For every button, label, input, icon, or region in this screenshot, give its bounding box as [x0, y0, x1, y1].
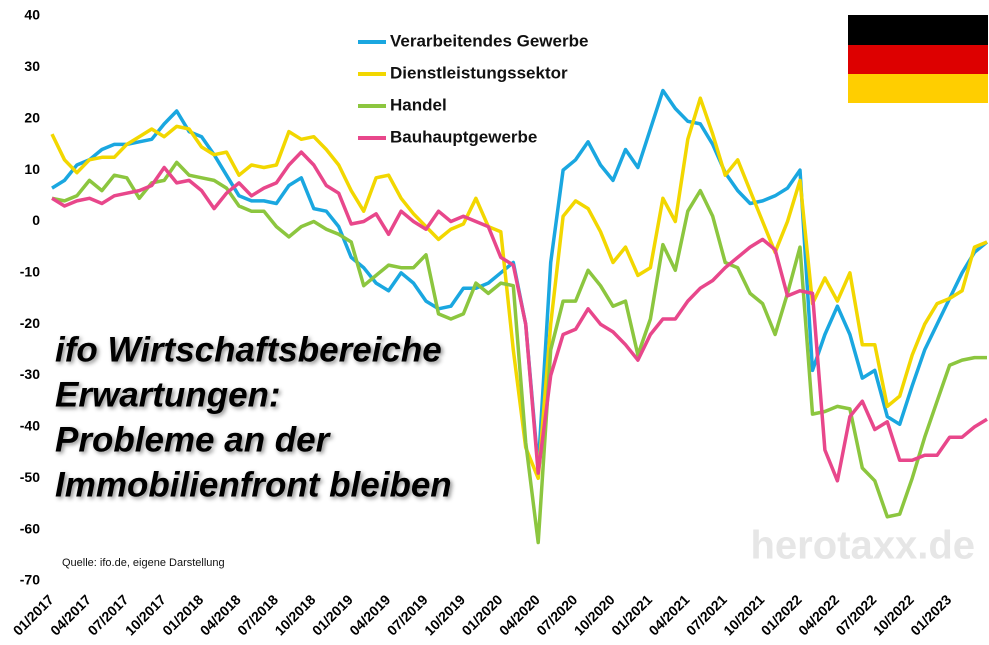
series-line	[51, 160, 987, 545]
legend-label: Dienstleistungssektor	[390, 63, 568, 82]
y-tick-label: 40	[24, 7, 40, 23]
chart-title: Immobilienfront bleiben	[55, 465, 452, 504]
x-tick-label: 01/2021	[608, 591, 655, 638]
x-tick-label: 04/2017	[47, 591, 94, 638]
watermark: herotaxx.de	[750, 524, 975, 568]
y-tick-label: -20	[20, 315, 40, 331]
x-tick-label: 04/2018	[197, 591, 244, 638]
x-tick-label: 04/2019	[346, 591, 393, 638]
x-tick-label: 07/2022	[832, 591, 879, 638]
legend-label: Bauhauptgewerbe	[390, 127, 537, 146]
y-tick-label: 30	[24, 58, 40, 74]
y-tick-label: -30	[20, 366, 40, 382]
legend-label: Handel	[390, 95, 447, 114]
source: Quelle: ifo.de, eigene Darstellung	[62, 557, 225, 569]
flag	[848, 15, 988, 103]
x-tick-label: 04/2020	[496, 591, 543, 638]
y-tick-label: 0	[32, 212, 40, 228]
x-tick-label: 01/2018	[159, 591, 206, 638]
legend-label: Verarbeitendes Gewerbe	[390, 31, 588, 50]
x-tick-label: 10/2021	[720, 591, 767, 638]
x-tick-label: 01/2020	[458, 591, 505, 638]
x-tick-label: 10/2018	[271, 591, 318, 638]
y-tick-label: 20	[24, 109, 40, 125]
x-tick-label: 01/2023	[907, 591, 954, 638]
x-tick-label: 07/2019	[384, 591, 431, 638]
y-tick-label: 10	[24, 161, 40, 177]
x-tick-label: 07/2021	[683, 591, 730, 638]
x-tick-label: 04/2022	[795, 591, 842, 638]
x-tick-label: 10/2022	[870, 591, 917, 638]
x-tick-label: 04/2021	[645, 591, 692, 638]
x-tick-label: 07/2017	[84, 591, 131, 638]
x-tick-label: 07/2018	[234, 591, 281, 638]
x-tick-label: 10/2017	[122, 591, 169, 638]
x-tick-label: 07/2020	[533, 591, 580, 638]
series-line	[50, 96, 988, 481]
x-tick-label: 01/2017	[10, 591, 57, 638]
x-tick-label: 10/2019	[421, 591, 468, 638]
series-line	[51, 150, 988, 483]
x-tick-label: 01/2022	[758, 591, 805, 638]
y-tick-label: -70	[20, 572, 40, 588]
x-tick-label: 01/2019	[309, 591, 356, 638]
chart-title: Probleme an der	[55, 420, 332, 459]
x-tick-label: 10/2020	[571, 591, 618, 638]
y-tick-label: -40	[20, 418, 40, 434]
y-tick-label: -50	[20, 469, 40, 485]
chart-title: ifo Wirtschaftsbereiche	[55, 330, 442, 369]
y-tick-label: -10	[20, 264, 40, 280]
chart-title: Erwartungen:	[55, 375, 281, 414]
y-tick-label: -60	[20, 520, 40, 536]
